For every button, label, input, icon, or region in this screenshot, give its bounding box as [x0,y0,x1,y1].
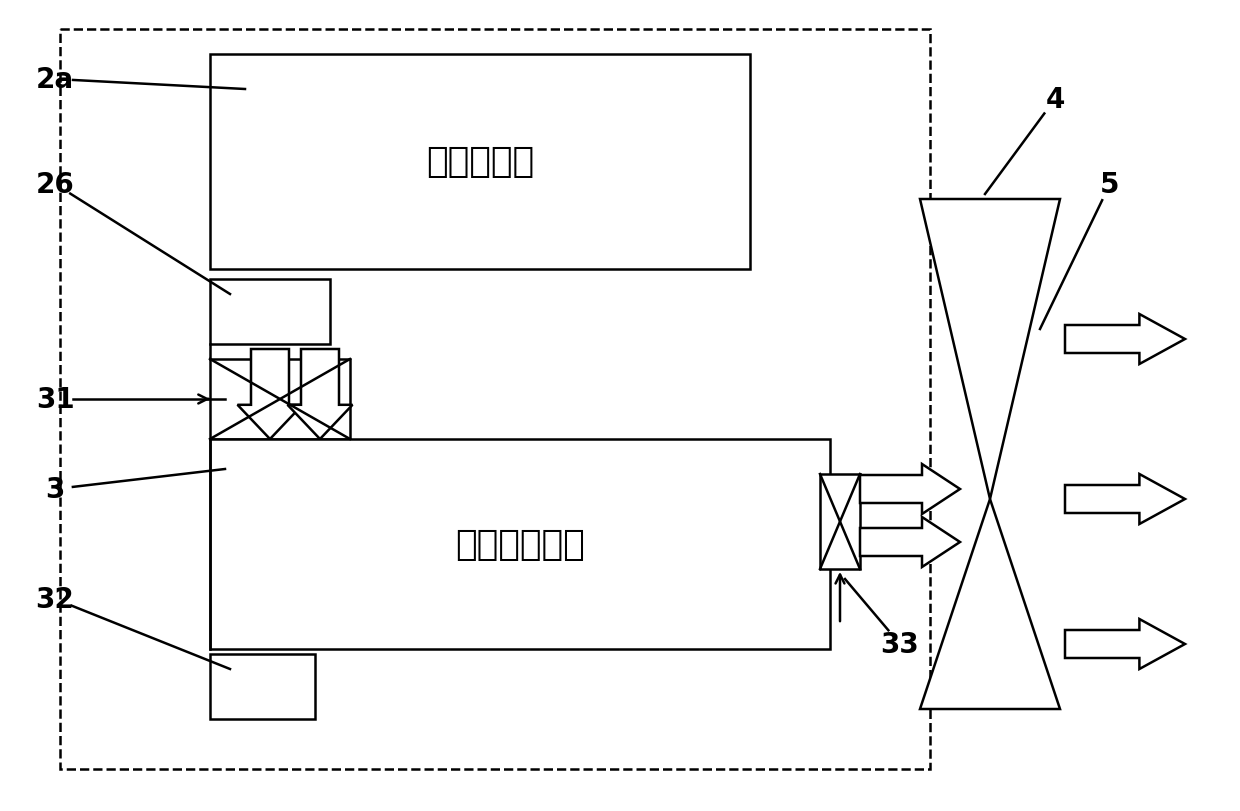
Polygon shape [861,517,960,568]
Text: 33: 33 [880,630,919,659]
Bar [60,30,930,769]
Polygon shape [238,350,303,440]
Polygon shape [1065,315,1185,365]
Text: 信号处理单元: 信号处理单元 [455,527,585,561]
Bar [210,280,330,345]
Polygon shape [861,465,960,514]
Polygon shape [1065,620,1185,669]
Bar [820,474,861,569]
Text: 探测器单元: 探测器单元 [425,145,534,179]
Text: 32: 32 [36,586,74,613]
Polygon shape [288,350,352,440]
Text: 2a: 2a [36,66,74,94]
Text: 26: 26 [36,171,74,199]
Bar [210,440,830,649]
Polygon shape [920,200,1060,500]
Text: 31: 31 [36,385,74,414]
Polygon shape [920,500,1060,709]
Bar [210,55,750,270]
Bar [210,654,315,719]
Polygon shape [1065,474,1185,525]
Text: 4: 4 [1045,86,1065,114]
Text: 3: 3 [46,475,64,504]
Bar [210,359,350,440]
Text: 5: 5 [1100,171,1120,199]
